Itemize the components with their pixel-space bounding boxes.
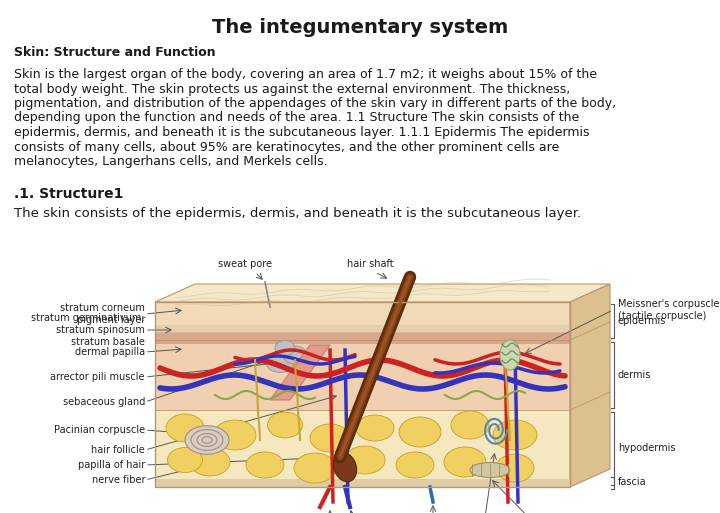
Text: papilla of hair: papilla of hair (78, 460, 145, 470)
Text: stratum spinosum: stratum spinosum (56, 325, 145, 335)
Ellipse shape (451, 411, 489, 439)
Text: dermal papilla: dermal papilla (75, 347, 145, 357)
Ellipse shape (168, 447, 202, 472)
Text: stratum germinativum:: stratum germinativum: (32, 313, 145, 323)
Ellipse shape (294, 453, 336, 483)
Ellipse shape (166, 414, 204, 442)
Ellipse shape (500, 340, 520, 370)
Text: hypodermis: hypodermis (618, 443, 675, 453)
Text: .1. Structure1: .1. Structure1 (14, 187, 123, 202)
Text: hair shaft: hair shaft (347, 259, 393, 269)
Text: stratum corneum: stratum corneum (60, 303, 145, 313)
Text: pigmentation, and distribution of the appendages of the skin vary in different p: pigmentation, and distribution of the ap… (14, 97, 616, 110)
Ellipse shape (333, 452, 356, 482)
Text: The integumentary system: The integumentary system (212, 18, 508, 37)
Ellipse shape (496, 454, 534, 482)
Text: Skin: Structure and Function: Skin: Structure and Function (14, 46, 215, 59)
Ellipse shape (493, 420, 537, 450)
Ellipse shape (214, 420, 256, 450)
Text: epidermis, dermis, and beneath it is the subcutaneous layer. 1.1.1 Epidermis The: epidermis, dermis, and beneath it is the… (14, 126, 590, 139)
Ellipse shape (202, 437, 212, 443)
Ellipse shape (345, 446, 385, 474)
Text: arrector pili muscle: arrector pili muscle (50, 372, 145, 382)
Text: epidermis: epidermis (618, 316, 667, 326)
Text: Meissner's corpuscle
(tactile corpuscle): Meissner's corpuscle (tactile corpuscle) (618, 299, 719, 321)
Text: melanocytes, Langerhans cells, and Merkels cells.: melanocytes, Langerhans cells, and Merke… (14, 155, 328, 168)
Ellipse shape (268, 412, 302, 438)
Ellipse shape (283, 346, 307, 364)
Ellipse shape (470, 463, 510, 478)
Ellipse shape (191, 429, 223, 450)
Bar (155, 325, 570, 333)
Bar (155, 340, 570, 410)
Text: Pacinian corpuscle: Pacinian corpuscle (54, 425, 145, 435)
Polygon shape (155, 284, 610, 302)
Polygon shape (570, 284, 610, 487)
Ellipse shape (399, 417, 441, 447)
Text: consists of many cells, about 95% are keratinocytes, and the other prominent cel: consists of many cells, about 95% are ke… (14, 141, 559, 153)
Text: depending upon the function and needs of the area. 1.1 Structure The skin consis: depending upon the function and needs of… (14, 111, 580, 125)
Polygon shape (270, 345, 330, 400)
Bar (155, 479, 570, 487)
Ellipse shape (275, 341, 295, 356)
Text: nerve fiber: nerve fiber (91, 475, 145, 485)
Ellipse shape (246, 452, 284, 478)
Text: sebaceous gland: sebaceous gland (63, 397, 145, 407)
Bar (155, 302, 570, 340)
Ellipse shape (444, 447, 486, 477)
Ellipse shape (396, 452, 434, 478)
Text: total body weight. The skin protects us against the external environment. The th: total body weight. The skin protects us … (14, 83, 570, 95)
Ellipse shape (185, 426, 229, 455)
Text: fascia: fascia (618, 477, 647, 487)
Text: dermis: dermis (618, 370, 652, 380)
Text: stratum basale: stratum basale (71, 337, 145, 347)
Text: sweat pore: sweat pore (218, 259, 272, 269)
Text: hair follicle: hair follicle (91, 445, 145, 455)
Ellipse shape (266, 351, 294, 372)
Ellipse shape (356, 415, 394, 441)
Bar (155, 332, 570, 344)
Bar (155, 410, 570, 487)
Ellipse shape (190, 448, 230, 476)
Text: The skin consists of the epidermis, dermis, and beneath it is the subcutaneous l: The skin consists of the epidermis, derm… (14, 207, 581, 221)
Text: Skin is the largest organ of the body, covering an area of 1.7 m2; it weighs abo: Skin is the largest organ of the body, c… (14, 68, 597, 81)
Text: pigment layer: pigment layer (76, 315, 145, 325)
Ellipse shape (310, 424, 350, 452)
Ellipse shape (197, 433, 217, 446)
Bar (155, 302, 570, 487)
